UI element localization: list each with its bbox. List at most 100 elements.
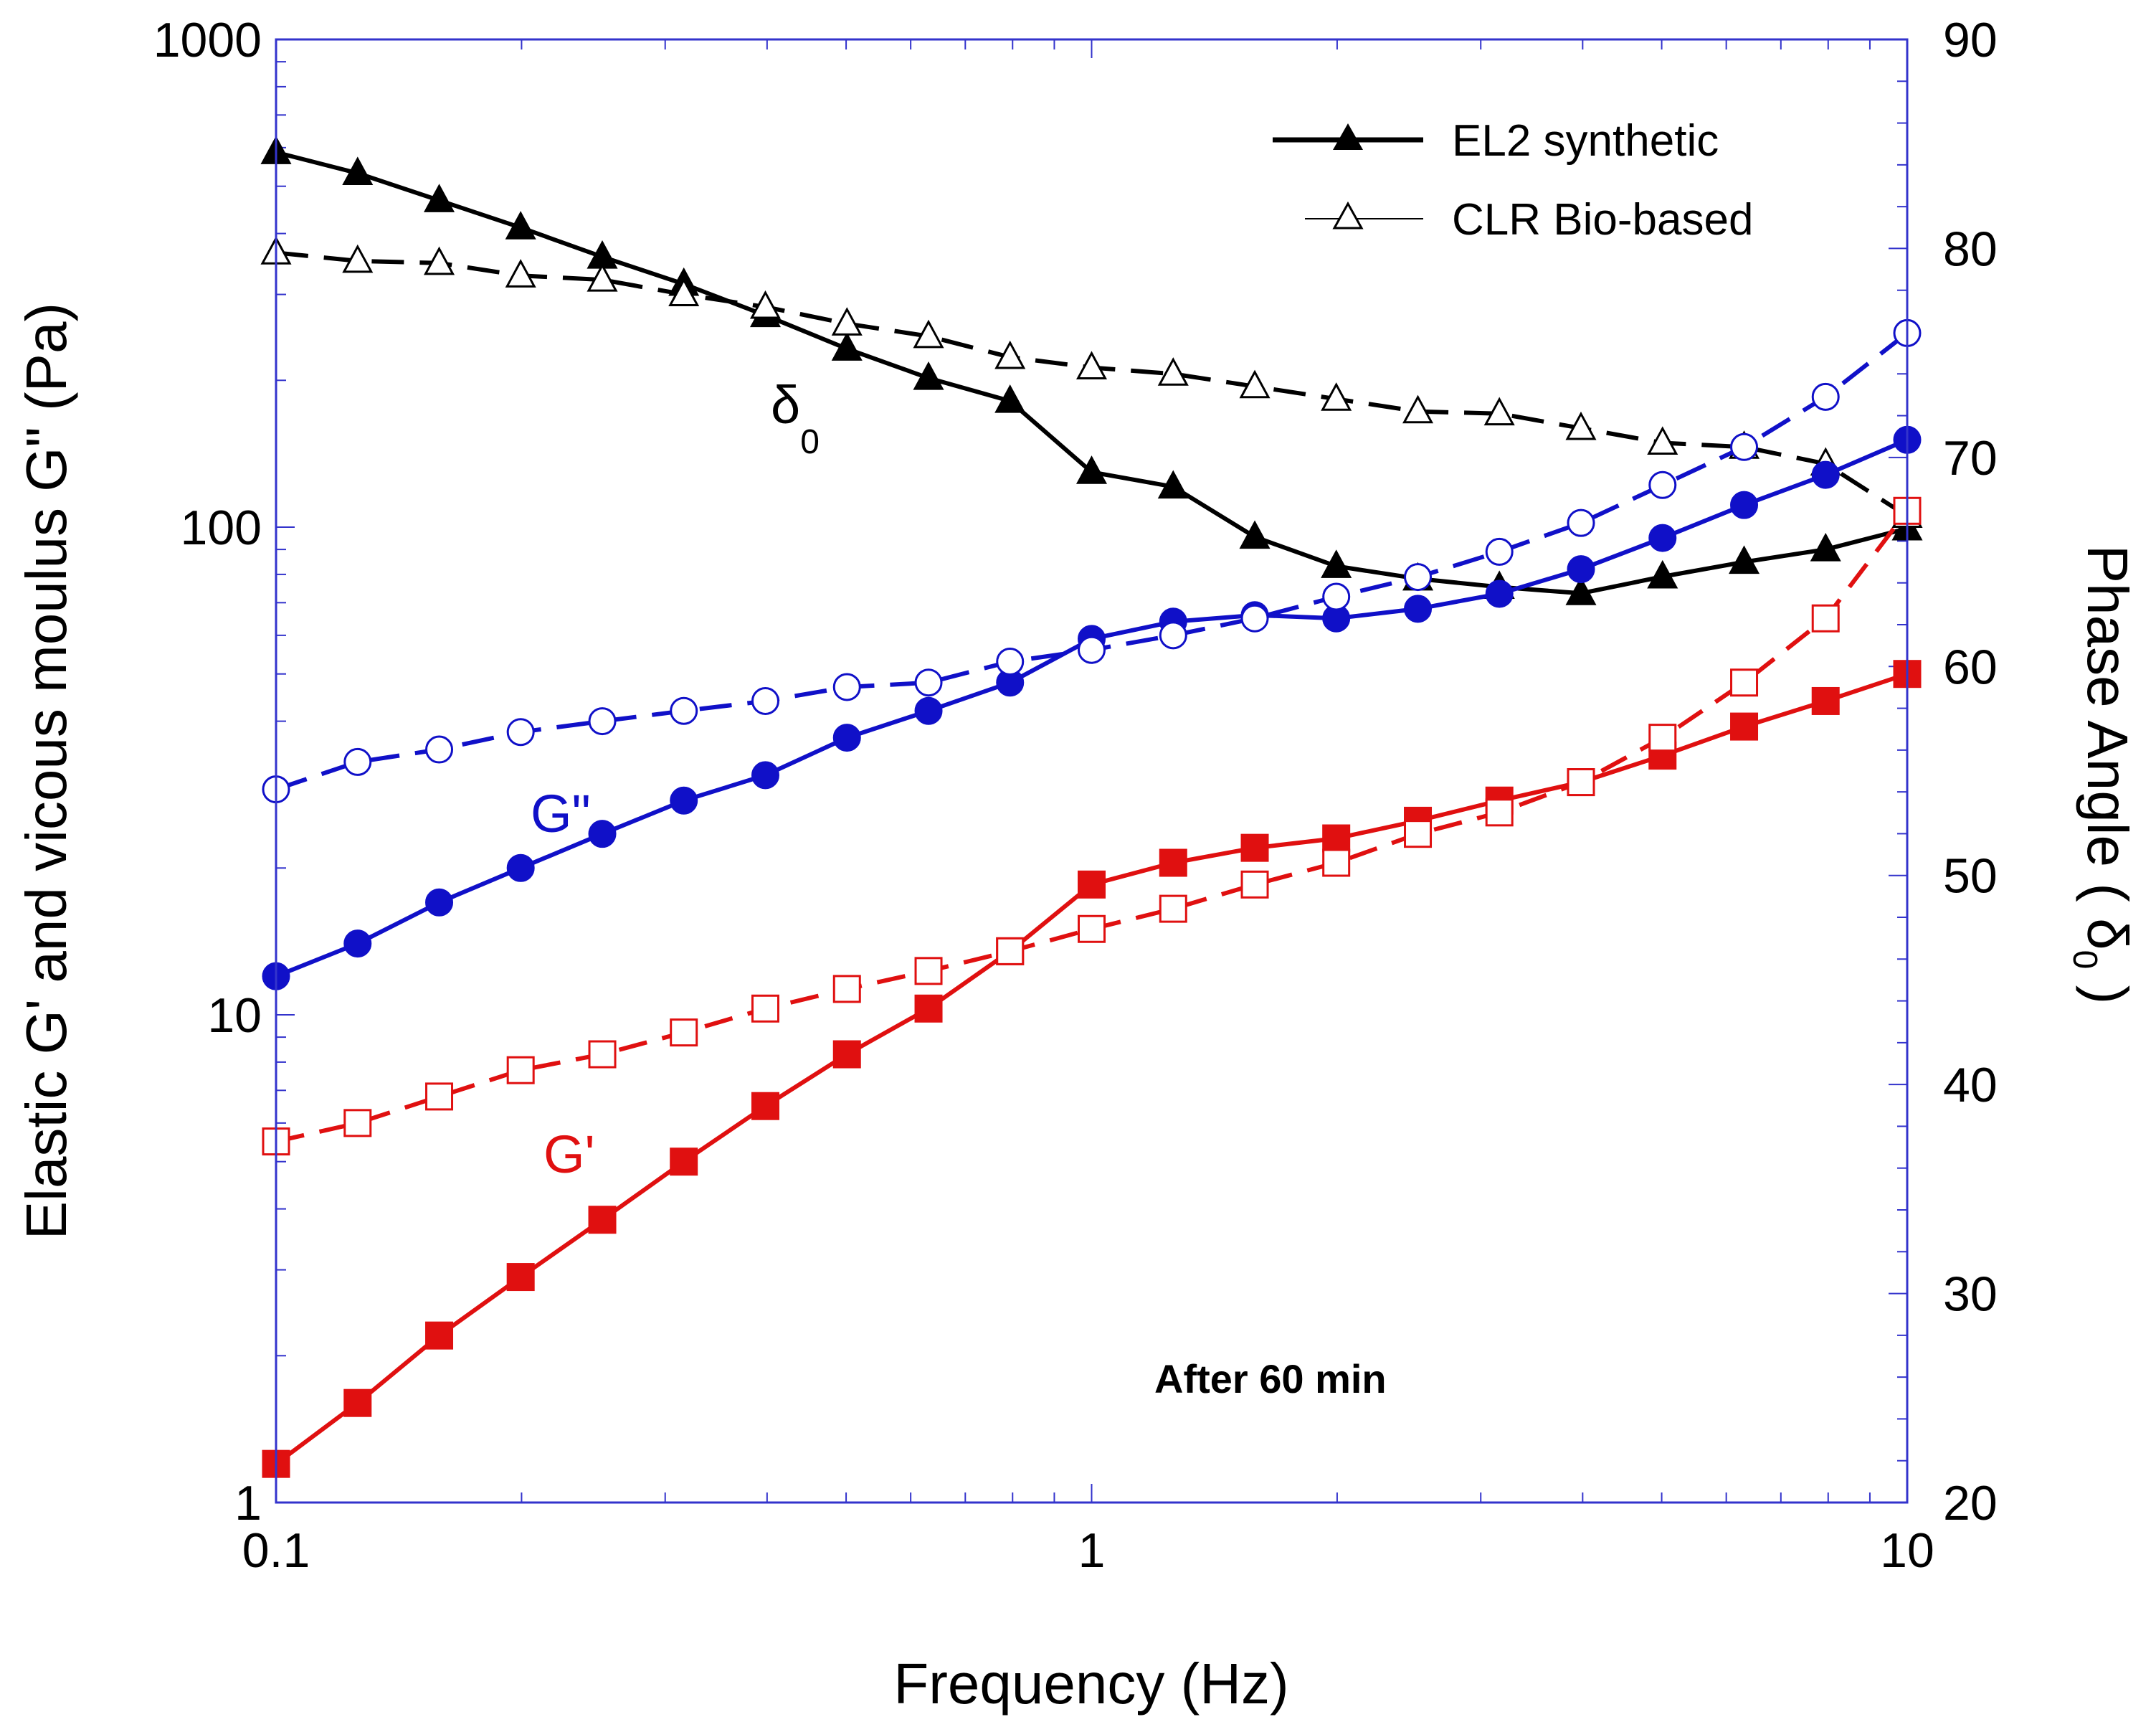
data-point: [1811, 460, 1840, 489]
x-axis-title: Frequency (Hz): [893, 1652, 1288, 1716]
y-axis-title: Elastic G' and vicous moulus G" (Pa): [14, 303, 78, 1239]
data-point: [1485, 798, 1514, 827]
data-point: [1157, 470, 1189, 499]
data-point: [1240, 604, 1269, 633]
data-point: [832, 724, 861, 752]
y-tick-label: 1: [234, 1476, 262, 1530]
annotation-delta: δ0: [771, 375, 820, 461]
data-point: [994, 384, 1026, 413]
data-point: [588, 1040, 617, 1069]
data-point: [1321, 382, 1352, 411]
data-point: [1078, 870, 1106, 899]
data-point: [1565, 411, 1597, 440]
data-point: [994, 340, 1026, 369]
data-point: [996, 647, 1025, 676]
data-point: [1730, 712, 1759, 741]
data-point: [1485, 579, 1514, 608]
data-point: [1239, 369, 1271, 399]
annotation-time-note: After 60 min: [1154, 1356, 1387, 1401]
data-point: [425, 1082, 454, 1111]
legend-marker-clr: [1332, 201, 1364, 230]
data-point: [1567, 768, 1595, 797]
annotation-delta-sub: 0: [800, 423, 820, 461]
data-point: [749, 290, 782, 319]
y2-tick-label: 80: [1943, 222, 1998, 276]
data-point: [1402, 394, 1434, 424]
x-tick-label: 10: [1880, 1523, 1934, 1578]
legend-label-clr: CLR Bio-based: [1452, 195, 1753, 245]
data-point: [506, 853, 535, 882]
series-layer: [260, 136, 1923, 1478]
data-point: [343, 1388, 372, 1417]
y2-tick-label: 90: [1943, 13, 1998, 67]
data-point: [1075, 351, 1108, 380]
data-point: [832, 975, 861, 1003]
data-point: [751, 994, 779, 1023]
data-point: [424, 246, 455, 275]
data-point: [587, 262, 618, 292]
data-point: [1159, 621, 1187, 650]
data-point: [1565, 577, 1597, 605]
data-point: [1322, 824, 1351, 853]
data-point: [670, 1148, 698, 1176]
data-point: [1157, 357, 1189, 386]
data-point: [1404, 563, 1433, 592]
data-point: [1811, 604, 1840, 633]
data-point: [1240, 833, 1269, 862]
data-point: [1404, 820, 1433, 848]
data-point: [1811, 382, 1840, 411]
series-line-5: [275, 509, 1909, 1144]
data-point: [1730, 432, 1759, 461]
y-tick-label: 1000: [153, 13, 262, 67]
y-tick-label: 100: [181, 501, 262, 555]
data-point: [914, 994, 943, 1023]
data-point: [1483, 397, 1515, 426]
data-point: [1730, 668, 1759, 697]
data-point: [751, 1092, 779, 1120]
data-point: [1322, 582, 1351, 611]
data-point: [1567, 508, 1595, 537]
y2-tick-label: 20: [1943, 1476, 1998, 1530]
data-point: [425, 735, 454, 764]
data-point: [831, 307, 863, 336]
y2-axis-title-sub: 0: [2066, 950, 2104, 970]
data-point: [505, 211, 536, 240]
data-point: [1730, 491, 1759, 519]
data-point: [1159, 848, 1187, 877]
data-point: [1159, 894, 1187, 923]
annotation-delta-main: δ: [771, 375, 800, 435]
data-point: [425, 888, 454, 917]
data-point: [588, 820, 617, 848]
data-point: [1648, 524, 1677, 552]
data-point: [914, 957, 943, 985]
legend-marker-el2: [1333, 123, 1363, 150]
data-point: [343, 929, 372, 958]
y2-tick-label: 50: [1943, 849, 1998, 904]
plot-frame: [275, 38, 1909, 1504]
data-point: [1075, 455, 1108, 484]
y2-axis-title-end: ): [2076, 969, 2140, 1004]
data-point: [506, 718, 535, 747]
data-point: [751, 686, 779, 715]
legend-label-el2: EL2 synthetic: [1452, 116, 1719, 166]
data-point: [1239, 520, 1271, 549]
data-point: [914, 668, 943, 697]
data-point: [1240, 870, 1269, 899]
data-point: [506, 1056, 535, 1084]
data-point: [424, 184, 455, 212]
data-point: [832, 673, 861, 701]
data-point: [1078, 914, 1106, 943]
data-point: [588, 707, 617, 736]
data-point: [1321, 549, 1352, 578]
data-point: [1648, 724, 1677, 752]
y2-tick-label: 70: [1943, 431, 1998, 486]
data-point: [1404, 595, 1433, 623]
y2-axis-title-main: Phase Angle ( δ: [2076, 545, 2140, 950]
legend: EL2 synthetic CLR Bio-based: [1273, 116, 1753, 245]
data-point: [832, 1040, 861, 1069]
svg-text:Phase Angle ( δ0 ): Phase Angle ( δ0 ): [2066, 545, 2140, 1004]
data-point: [913, 319, 944, 349]
data-point: [831, 332, 863, 361]
